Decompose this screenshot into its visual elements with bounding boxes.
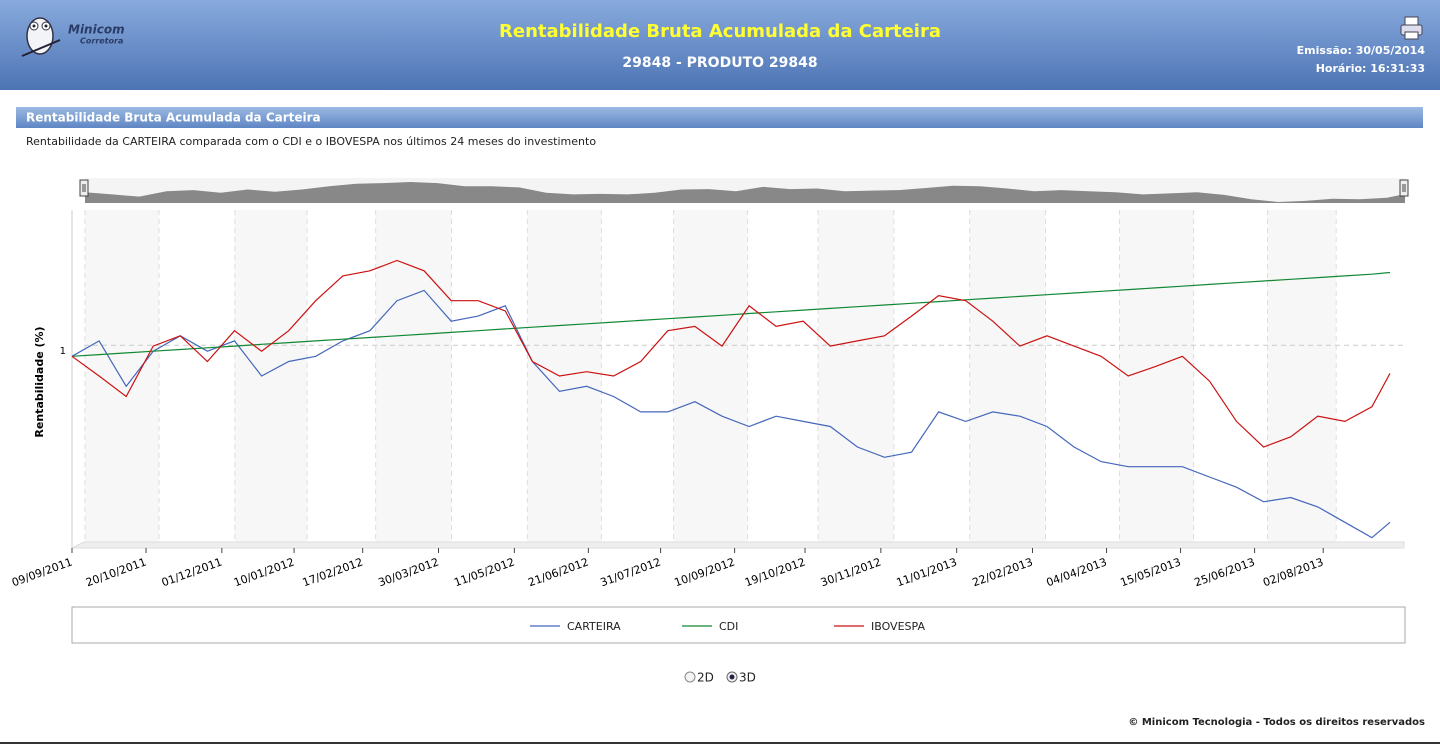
x-tick-label: 09/09/2011: [10, 555, 74, 589]
plot-band: [969, 210, 1046, 542]
section-bar: [16, 107, 1423, 128]
print-icon[interactable]: [1400, 16, 1423, 40]
series-line: [71, 271, 1391, 357]
section-description: Rentabilidade da CARTEIRA comparada com …: [26, 135, 596, 148]
floor-3d: [71, 541, 1405, 549]
header-bar: [0, 0, 1440, 90]
x-tick-label: 31/07/2012: [599, 555, 663, 589]
x-tick-label: 11/01/2013: [895, 555, 959, 589]
x-tick-label: 20/10/2011: [84, 555, 148, 589]
legend-item[interactable]: CDI: [682, 620, 738, 633]
x-tick-label: 21/06/2012: [526, 555, 590, 589]
logo-subtext: Corretora: [80, 37, 123, 46]
x-tick-label: 11/05/2012: [452, 555, 516, 589]
legend-label: IBOVESPA: [871, 620, 925, 633]
plot-band: [375, 210, 452, 542]
plot-band: [818, 210, 894, 542]
emission-date: Emissão: 30/05/2014: [1297, 44, 1426, 57]
navigator-handle[interactable]: [79, 179, 89, 197]
logo-text: Minicom: [68, 23, 125, 37]
radio-3d-label[interactable]: 3D: [739, 671, 756, 685]
legend-box: [71, 606, 1406, 644]
x-tick-label: 17/02/2012: [301, 555, 365, 589]
x-tick-label: 15/05/2013: [1119, 555, 1183, 589]
header-subtitle: 29848 - PRODUTO 29848: [622, 55, 817, 71]
radio-2d-label[interactable]: 2D: [697, 671, 714, 685]
plot-band: [234, 210, 308, 542]
radio-dot: [729, 674, 735, 680]
header-title: Rentabilidade Bruta Acumulada da Carteir…: [499, 21, 941, 42]
plot-band: [1267, 210, 1337, 542]
y-tick-label: 1: [60, 346, 66, 357]
navigator-area: [85, 182, 1405, 203]
x-tick-label: 01/12/2011: [160, 555, 224, 589]
x-tick-label: 02/08/2013: [1261, 555, 1325, 589]
x-tick-label: 25/06/2013: [1193, 555, 1257, 589]
legend-item[interactable]: CARTEIRA: [530, 620, 621, 633]
plot-band: [85, 210, 160, 542]
radio-2d[interactable]: [684, 671, 696, 683]
series-line: [71, 289, 1391, 539]
legend-label: CDI: [719, 620, 738, 633]
x-tick-label: 04/04/2013: [1045, 555, 1109, 589]
handle-box: [1399, 179, 1409, 197]
x-tick-label: 10/01/2012: [232, 555, 296, 589]
x-tick-label: 22/02/2013: [971, 555, 1035, 589]
x-tick-label: 30/03/2012: [377, 555, 441, 589]
radio-3d[interactable]: [726, 671, 738, 683]
series-line: [71, 259, 1391, 448]
x-tick-label: 10/09/2012: [673, 555, 737, 589]
x-tick-label: 30/11/2012: [819, 555, 883, 589]
legend-item[interactable]: IBOVESPA: [834, 620, 925, 633]
footer: © Minicom Tecnologia - Todos os direitos…: [1128, 717, 1425, 728]
x-tick-label: 19/10/2012: [743, 555, 807, 589]
legend-label: CARTEIRA: [567, 620, 621, 633]
plot-band: [527, 210, 602, 542]
y-axis-title: Rentabilidade (%): [33, 326, 46, 437]
plot-band: [1119, 210, 1194, 542]
section-title: Rentabilidade Bruta Acumulada da Carteir…: [26, 111, 321, 125]
plot-band: [673, 210, 748, 542]
navigator-handle[interactable]: [1399, 179, 1409, 197]
logo-owl: [21, 17, 61, 57]
handle-box: [79, 179, 89, 197]
emission-time: Horário: 16:31:33: [1316, 62, 1425, 75]
plot: 09/09/2011 20/10/2011 01/12/2011 10/01/2012…: [10, 210, 1405, 589]
